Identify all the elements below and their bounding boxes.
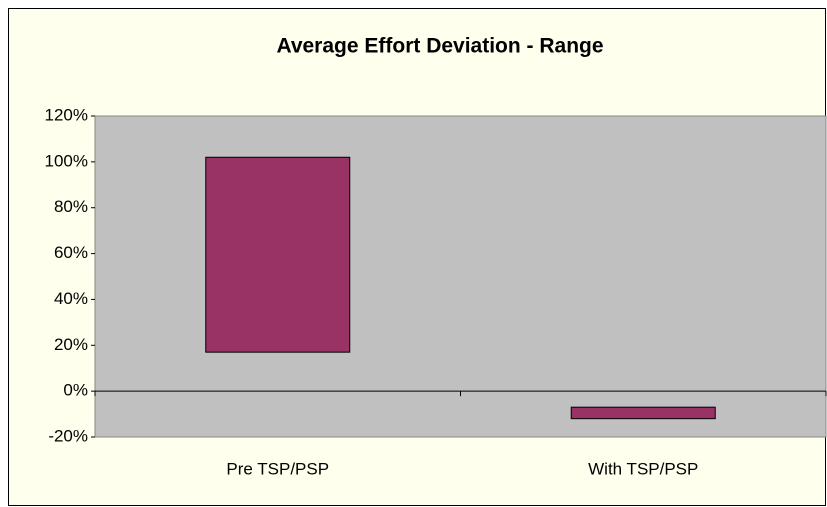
y-tick-label: 60% — [54, 243, 88, 262]
y-tick-label: 80% — [54, 197, 88, 216]
bar — [205, 156, 351, 353]
x-tick-label: With TSP/PSP — [588, 459, 698, 478]
y-tick-label: 40% — [54, 289, 88, 308]
y-tick-label: 100% — [45, 151, 88, 170]
x-tick-label: Pre TSP/PSP — [226, 459, 329, 478]
y-tick-label: 120% — [45, 105, 88, 124]
y-tick-label: 0% — [63, 381, 88, 400]
plot-area — [94, 115, 827, 438]
y-tick-label: -20% — [48, 426, 88, 445]
y-tick-label: 20% — [54, 335, 88, 354]
bar — [570, 406, 716, 420]
chart-title: Average Effort Deviation - Range — [276, 35, 603, 58]
